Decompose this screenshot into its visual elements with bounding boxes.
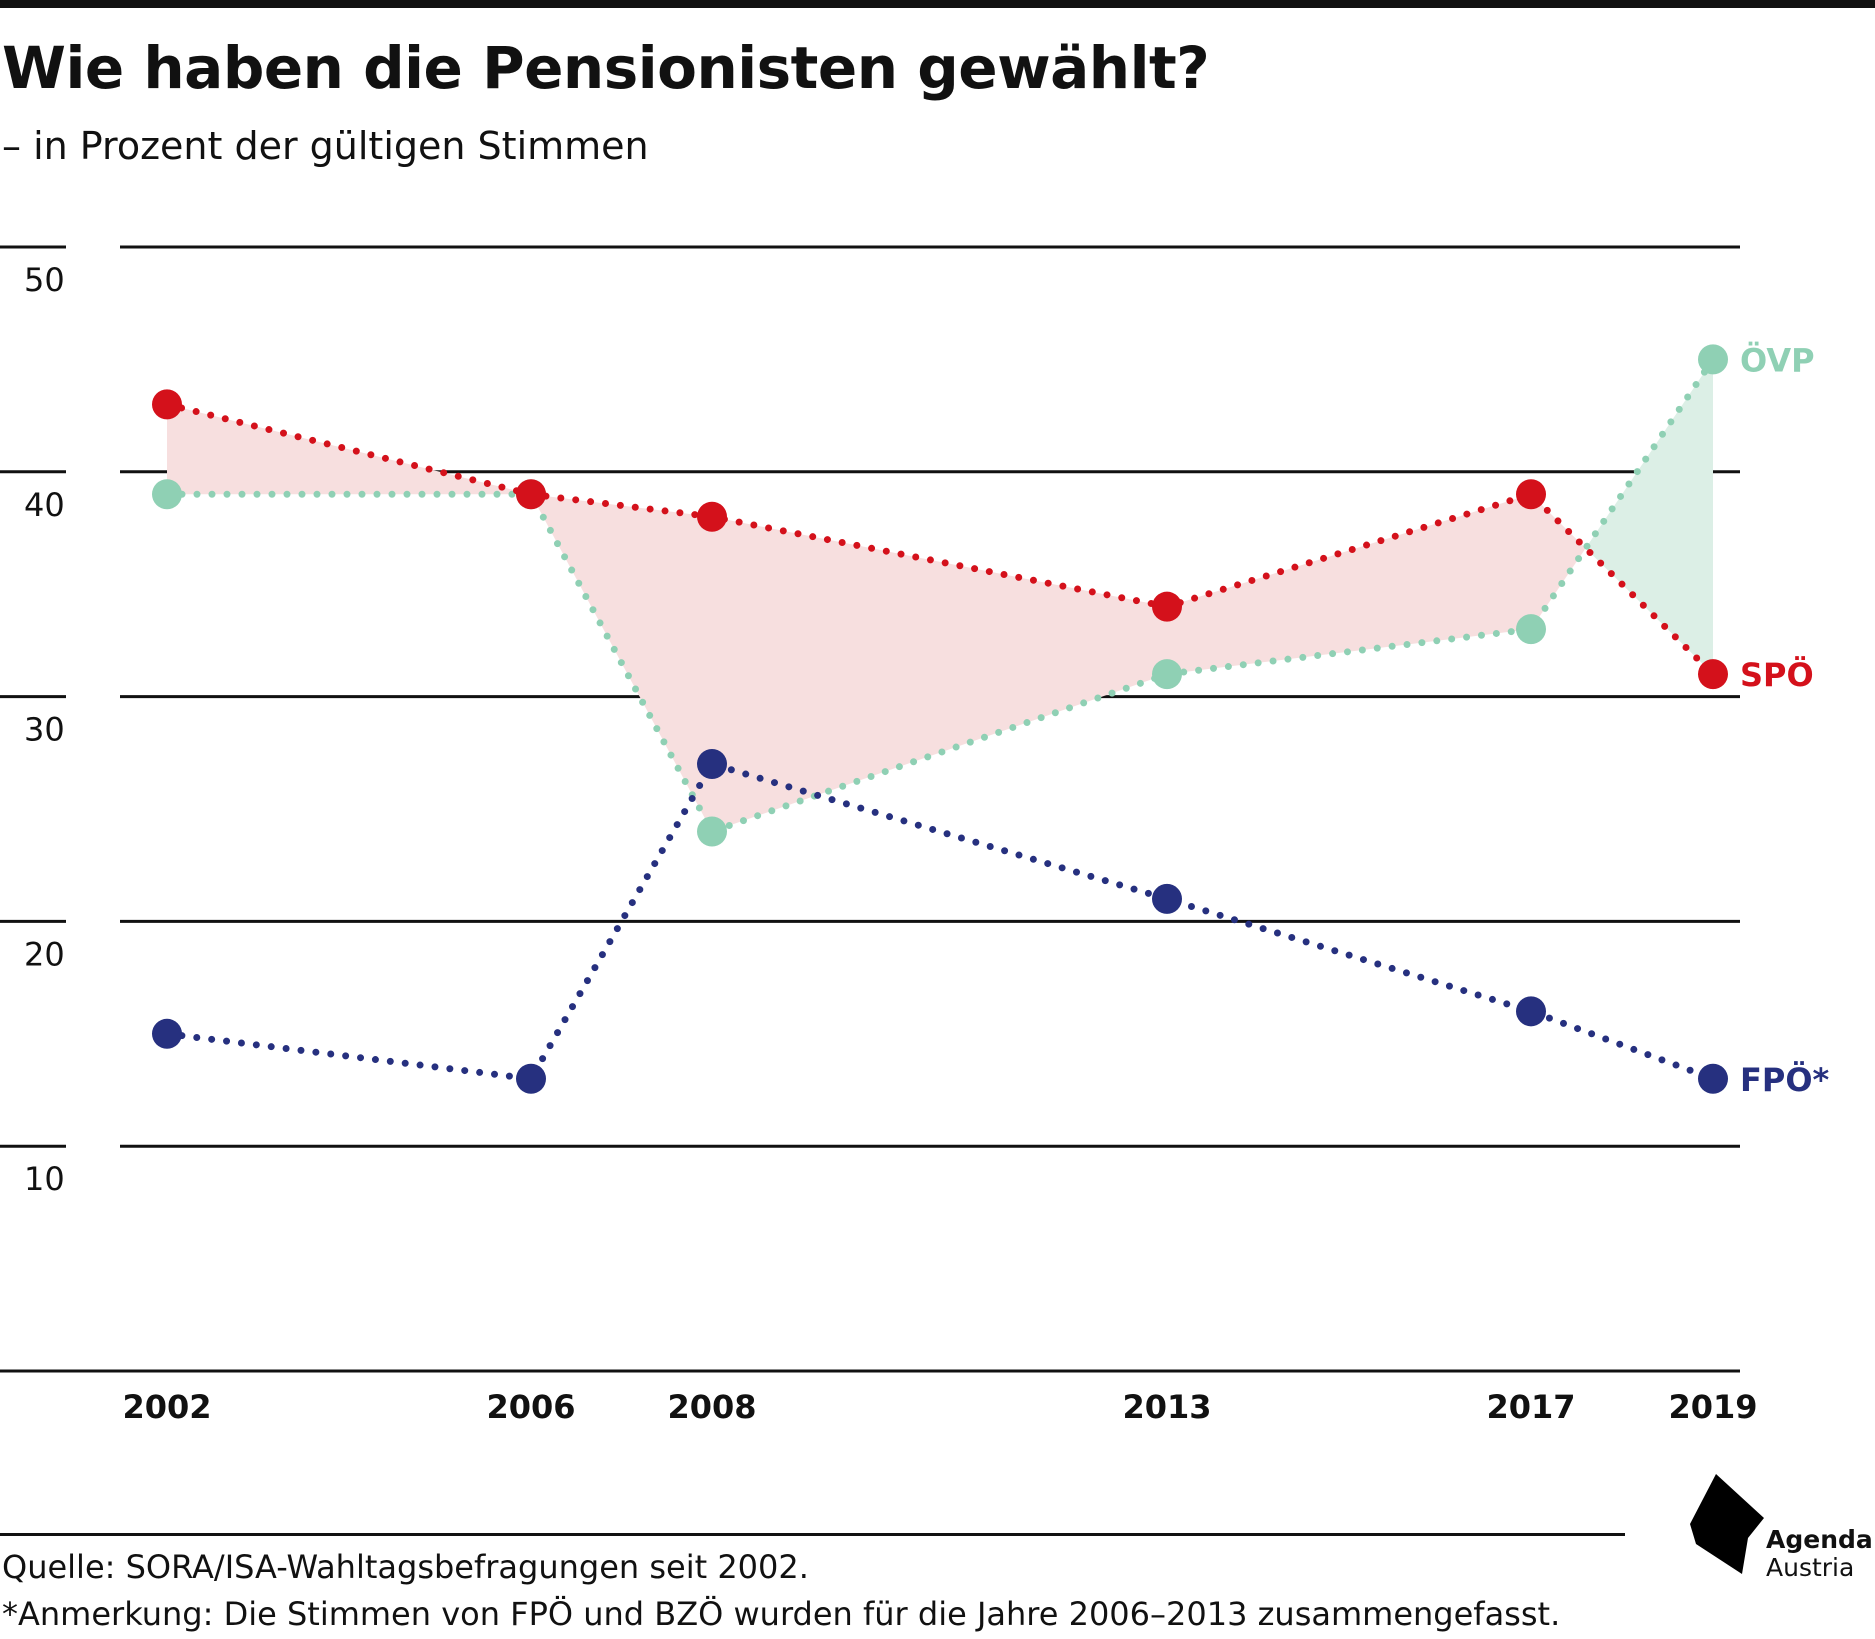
fpo-point [152, 1018, 182, 1049]
chart-subtitle: – in Prozent der gültigen Stimmen [2, 124, 649, 168]
fpo-point [516, 1063, 546, 1094]
y-tick-label: 30 [24, 711, 65, 749]
fpo-point [1698, 1063, 1728, 1094]
spo-point [1152, 591, 1182, 622]
fpo-series-label: FPÖ* [1740, 1061, 1830, 1099]
spo-point [1516, 479, 1546, 510]
lead-area [712, 516, 1167, 832]
fpo-line [163, 759, 1717, 1083]
ovp-point [697, 816, 727, 847]
logo-mark-icon [1690, 1474, 1764, 1574]
fpo-point [697, 749, 727, 780]
ovp-point [1698, 344, 1728, 375]
line-chart: 10 20 30 40 50 2002 2006 2008 2013 2017 2019 ÖVP SPÖ… [0, 245, 1830, 1420]
chart-title: Wie haben die Pensionisten gewählt? [2, 34, 1210, 102]
fpo-point [1152, 883, 1182, 914]
agenda-austria-logo: Agenda Austria [1690, 1474, 1875, 1594]
lead-area [1585, 359, 1713, 675]
ovp-series-label: ÖVP [1740, 341, 1815, 379]
spo-point [152, 389, 182, 420]
ovp-line [163, 355, 1717, 836]
logo-text-austria: Austria [1766, 1553, 1855, 1582]
x-tick-labels: 2002 2006 2008 2013 2017 2019 [122, 1388, 1757, 1420]
x-tick-label: 2019 [1668, 1388, 1757, 1420]
spo-point [697, 501, 727, 532]
ovp-point [1516, 614, 1546, 645]
ovp-point [152, 479, 182, 510]
x-tick-label: 2008 [667, 1388, 756, 1420]
x-tick-label: 2013 [1122, 1388, 1211, 1420]
x-tick-label: 2002 [122, 1388, 211, 1420]
y-tick-label: 40 [24, 486, 65, 524]
spo-line [163, 400, 1717, 678]
source-note: Quelle: SORA/ISA-Wahltagsbefragungen sei… [2, 1548, 809, 1586]
x-tick-label: 2006 [486, 1388, 575, 1420]
fpo-point [1516, 996, 1546, 1027]
lead-area [531, 494, 712, 832]
series-fpo [152, 749, 1728, 1094]
series-spo [152, 389, 1728, 690]
footer-rule [0, 1533, 1625, 1536]
spo-point [1698, 659, 1728, 690]
y-tick-label: 20 [24, 935, 65, 973]
ovp-point [1152, 659, 1182, 690]
y-tick-label: 50 [24, 261, 65, 299]
y-tick-label: 10 [24, 1160, 65, 1198]
lead-area [1531, 494, 1586, 630]
footnote: *Anmerkung: Die Stimmen von FPÖ und BZÖ … [2, 1595, 1561, 1633]
spo-series-label: SPÖ [1740, 656, 1814, 694]
lead-area [167, 404, 531, 495]
lead-area [1167, 494, 1531, 675]
x-tick-label: 2017 [1486, 1388, 1575, 1420]
y-tick-labels: 10 20 30 40 50 [24, 261, 65, 1198]
lead-shading [167, 359, 1713, 832]
logo-text-agenda: Agenda [1766, 1525, 1873, 1554]
top-rule [0, 0, 1875, 8]
spo-point [516, 479, 546, 510]
gridlines [0, 245, 1740, 1373]
